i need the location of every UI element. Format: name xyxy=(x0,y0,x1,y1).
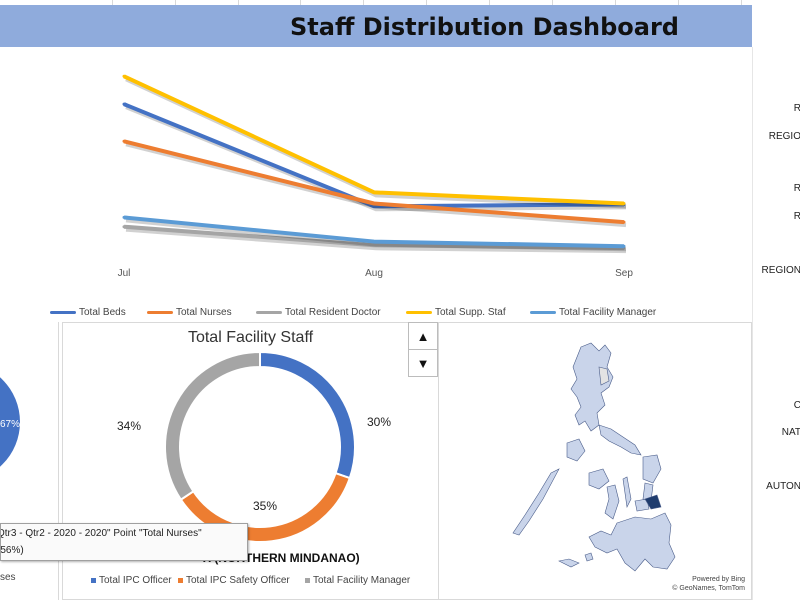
map-credit: Powered by Bing © GeoNames, TomTom xyxy=(672,575,745,593)
palawan-region xyxy=(512,468,560,536)
data-point[interactable] xyxy=(622,244,626,248)
map-credit-line: Powered by Bing xyxy=(692,576,745,583)
basilan-region xyxy=(584,552,594,562)
data-point[interactable] xyxy=(122,74,126,78)
legend-swatch xyxy=(147,310,173,314)
data-point[interactable] xyxy=(122,139,126,143)
legend-label: Total Facility Manager xyxy=(559,307,657,318)
legend-label: Total Beds xyxy=(79,307,126,318)
data-point[interactable] xyxy=(122,225,126,229)
legend-swatch xyxy=(256,310,282,314)
sulu-region xyxy=(558,558,580,568)
legend-swatch xyxy=(530,310,556,314)
legend-label: Total IPC Safety Officer xyxy=(186,575,290,586)
tooltip-line: Qtr3 - Qtr2 - 2020 - 2020" Point "Total … xyxy=(0,528,202,539)
pie-percent-label: 67% xyxy=(0,419,21,430)
series-shadow xyxy=(125,142,627,228)
northern-mindanao-region xyxy=(644,494,662,510)
region-label[interactable]: REGION xyxy=(761,265,800,276)
donut-title: Total Facility Staff xyxy=(187,329,314,346)
line-chart-panel: Jul Aug Sep Total Beds Total Nurses Total … xyxy=(0,47,752,322)
data-point[interactable] xyxy=(372,202,376,205)
legend-swatch xyxy=(50,310,76,314)
dashboard-banner: Staff Distribution Dashboard xyxy=(0,5,752,47)
donut-label-facility-manager: 34% xyxy=(117,419,142,433)
data-point[interactable] xyxy=(122,215,126,219)
donut-label-ipc-safety-officer: 35% xyxy=(253,499,278,513)
bicol-region xyxy=(598,424,642,456)
series-shadow xyxy=(125,77,627,209)
legend-label: Total Resident Doctor xyxy=(285,307,381,318)
map-credit-line: © GeoNames, TomTom xyxy=(672,585,745,592)
legend-total-resident-doctor: Total Resident Doctor xyxy=(256,307,381,318)
samar-region xyxy=(642,454,662,484)
donut-legend-ipc-safety-officer: Total IPC Safety Officer xyxy=(178,575,290,586)
region-label[interactable]: R xyxy=(793,183,800,194)
x-tick-label: Sep xyxy=(615,268,633,279)
legend-label: Total Facility Manager xyxy=(313,575,411,586)
sheet-grid-strip xyxy=(0,0,800,6)
legend-swatch xyxy=(406,310,432,314)
legend-swatch xyxy=(305,577,310,583)
legend-total-facility-manager: Total Facility Manager xyxy=(530,307,656,318)
legend-total-supp-staf: Total Supp. Staf xyxy=(406,307,506,318)
luzon-region xyxy=(570,342,614,432)
legend-total-beds: Total Beds xyxy=(50,307,126,318)
map-panel[interactable]: Powered by Bing © GeoNames, TomTom xyxy=(438,322,752,600)
data-point[interactable] xyxy=(372,243,376,247)
mindoro-region xyxy=(566,438,586,462)
region-label[interactable]: C xyxy=(793,400,800,411)
data-point[interactable] xyxy=(622,202,626,205)
region-label[interactable]: NAT xyxy=(781,427,800,438)
line-chart: Jul Aug Sep xyxy=(118,74,633,279)
tooltip-line: (56%) xyxy=(0,545,24,556)
panay-region xyxy=(588,468,610,490)
chart-tooltip: Qtr3 - Qtr2 - 2020 - 2020" Point "Total … xyxy=(0,523,248,561)
mindanao-region xyxy=(588,512,676,572)
philippines-map xyxy=(512,342,676,572)
series-line-total-supp-staf[interactable] xyxy=(123,74,625,206)
legend-label: Total Nurses xyxy=(176,307,232,318)
cebu-region xyxy=(622,476,632,508)
triangle-up-icon: ▲ xyxy=(416,328,430,344)
region-label[interactable]: AUTON xyxy=(766,481,800,492)
region-label[interactable]: R xyxy=(793,211,800,222)
pie-slice xyxy=(0,377,20,467)
dashboard-title: Staff Distribution Dashboard xyxy=(290,13,679,41)
legend-label: Total Supp. Staf xyxy=(435,307,506,318)
donut-label-ipc-officer: 30% xyxy=(367,415,392,429)
series-shadow xyxy=(125,105,627,212)
scroll-down-button[interactable]: ▼ xyxy=(409,349,437,376)
region-slicer-panel[interactable]: R REGIO R R REGION C NAT AUTON xyxy=(752,47,800,600)
series-shadow xyxy=(125,227,627,254)
negros-region xyxy=(604,484,620,520)
partial-pie-chart xyxy=(0,377,20,467)
data-point[interactable] xyxy=(622,220,626,224)
data-point[interactable] xyxy=(122,102,126,106)
donut-legend-ipc-officer: Total IPC Officer xyxy=(91,575,172,586)
x-tick-label: Aug xyxy=(365,268,383,279)
scroll-up-button[interactable]: ▲ xyxy=(409,323,437,349)
triangle-down-icon: ▼ xyxy=(416,355,430,371)
data-point[interactable] xyxy=(372,190,376,194)
region-label[interactable]: REGIO xyxy=(768,131,800,142)
legend-total-nurses: Total Nurses xyxy=(147,307,232,318)
donut-legend-facility-manager: Total Facility Manager xyxy=(305,575,410,586)
pie-legend-fragment: ses xyxy=(0,572,16,583)
legend-swatch xyxy=(178,577,183,583)
scroll-spinner[interactable]: ▲ ▼ xyxy=(408,322,438,377)
luzon-north-region xyxy=(598,366,610,386)
x-tick-label: Jul xyxy=(118,268,131,279)
donut-slice-total-facility-manager[interactable] xyxy=(164,350,261,502)
region-label[interactable]: R xyxy=(793,103,800,114)
bohol-region xyxy=(634,498,650,512)
data-point[interactable] xyxy=(372,240,376,244)
legend-swatch xyxy=(91,577,96,583)
legend-label: Total IPC Officer xyxy=(99,575,172,586)
donut-slice-total-ipc-officer[interactable] xyxy=(259,350,356,480)
series-shadow xyxy=(125,218,627,252)
